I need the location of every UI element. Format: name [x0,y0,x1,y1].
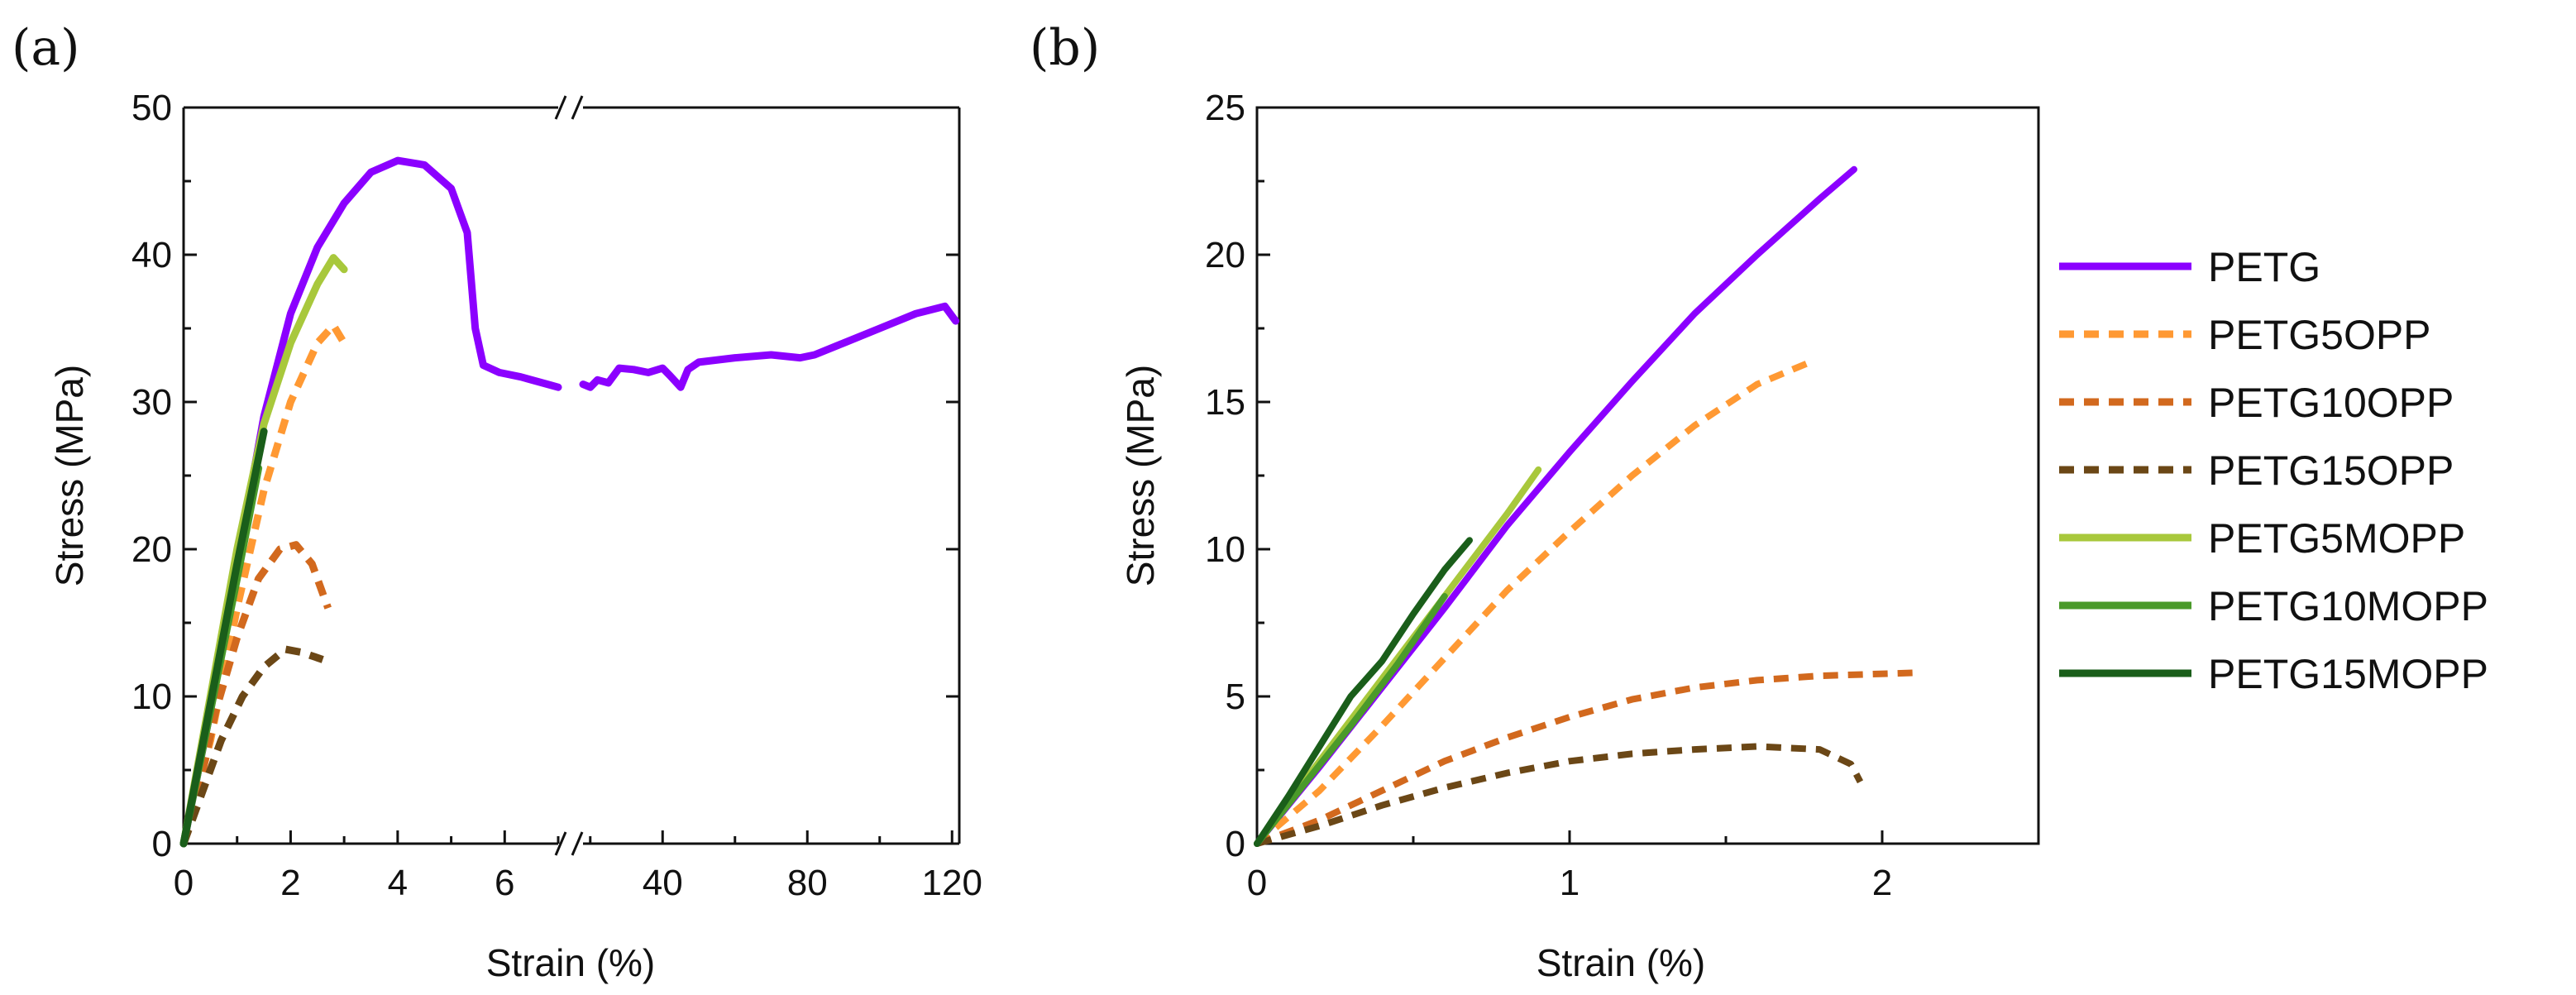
panel-b-series-line-petg10opp [1255,669,1914,847]
panel-a-axis-break-bottom [554,831,584,856]
panel-b-ticks [1255,106,1884,845]
panel-a-x-tick-label: 40 [643,863,683,903]
panel-a-y-axis-title: Stress (MPa) [48,365,91,586]
panel-b-y-tick-label: 0 [1226,824,1245,864]
panel-b-y-tick-label: 10 [1205,529,1245,570]
legend-label-petg15mopp: PETG15MOPP [2208,651,2488,697]
legend: PETG PETG5OPP PETG10OPP PETG15OPP PETG5MOPP P… [2059,244,2488,697]
panel-b-series-line-petg15mopp [1254,537,1473,847]
legend-item-petg5mopp: PETG5MOPP [2059,515,2465,562]
panel-a-x-tick-label: 6 [495,863,514,903]
legend-item-petg10mopp: PETG10MOPP [2059,583,2488,629]
panel-a-series-line-petg10opp [179,541,332,845]
legend-label-petg10opp: PETG10OPP [2208,380,2454,426]
legend-label-petg15opp: PETG15OPP [2208,447,2454,494]
panel-a-x-axis-title: Strain (%) [486,941,655,984]
panel-b-series-line-petg5opp [1255,357,1815,847]
panel-b-series-line-petg10mopp [1254,593,1448,847]
legend-item-petg15mopp: PETG15MOPP [2059,651,2488,697]
panel-a-x-tick-label: 120 [922,863,982,903]
panel-b-x-tick-label: 2 [1872,863,1892,903]
panel-a-x-tick-label: 0 [174,863,194,903]
panel-a-y-tick-label: 30 [131,382,172,423]
panel-b-x-axis-title: Strain (%) [1537,941,1705,984]
panel-a: (a) 0 10 20 30 40 50 0 2 4 6 40 80 120 Strain (%) St… [12,19,982,984]
panel-a-y-tick-label: 20 [131,529,172,570]
panel-a-y-tick-label: 0 [152,824,172,864]
legend-item-petg15opp: PETG15OPP [2059,447,2454,494]
panel-a-axis-break-top [554,95,584,120]
panel-a-series-line-petg-right [579,302,960,391]
panel-b-x-tick-label: 1 [1560,863,1580,903]
panel-b-y-tick-label: 20 [1205,235,1245,275]
panel-b: (b) 0 5 10 15 20 25 0 1 2 Strain (%) Stress (MPa… [1030,19,2488,984]
panel-a-x-tick-label: 80 [787,863,828,903]
panel-a-series-line-petg15opp [179,645,324,845]
panel-b-y-tick-label: 25 [1205,88,1245,128]
panel-a-x-tick-label: 2 [280,863,300,903]
panel-b-series-line-petg [1254,165,1857,847]
panel-b-series-line-petg15opp [1255,743,1864,847]
legend-label-petg5opp: PETG5OPP [2208,312,2431,358]
panel-a-series [179,156,960,848]
legend-label-petg5mopp: PETG5MOPP [2208,515,2465,562]
panel-a-y-tick-label: 40 [131,235,172,275]
panel-a-y-tick-label: 10 [131,677,172,717]
panel-a-label: (a) [12,19,80,77]
panel-a-x-tick-label: 4 [388,863,408,903]
panel-b-series [1254,165,1914,847]
panel-b-y-tick-label: 5 [1226,677,1245,717]
panel-b-label: (b) [1030,19,1100,77]
legend-label-petg10mopp: PETG10MOPP [2208,583,2488,629]
panel-a-series-line-petg15mopp [179,428,268,848]
panel-a-series-line-petg [179,156,562,848]
panel-b-y-tick-label: 15 [1205,382,1245,423]
legend-item-petg10opp: PETG10OPP [2059,380,2454,426]
panel-a-tick-labels: 0 10 20 30 40 50 0 2 4 6 40 80 120 [131,88,982,903]
panel-b-x-tick-label: 0 [1247,863,1267,903]
panel-b-y-axis-title: Stress (MPa) [1119,365,1162,586]
panel-a-ticks [182,106,959,845]
panel-b-tick-labels: 0 5 10 15 20 25 0 1 2 [1205,88,1892,903]
panel-a-series-line-petg5mopp [179,254,348,848]
legend-item-petg5opp: PETG5OPP [2059,312,2431,358]
legend-label-petg: PETG [2208,244,2320,290]
legend-item-petg: PETG [2059,244,2320,290]
panel-a-y-tick-label: 50 [131,88,172,128]
